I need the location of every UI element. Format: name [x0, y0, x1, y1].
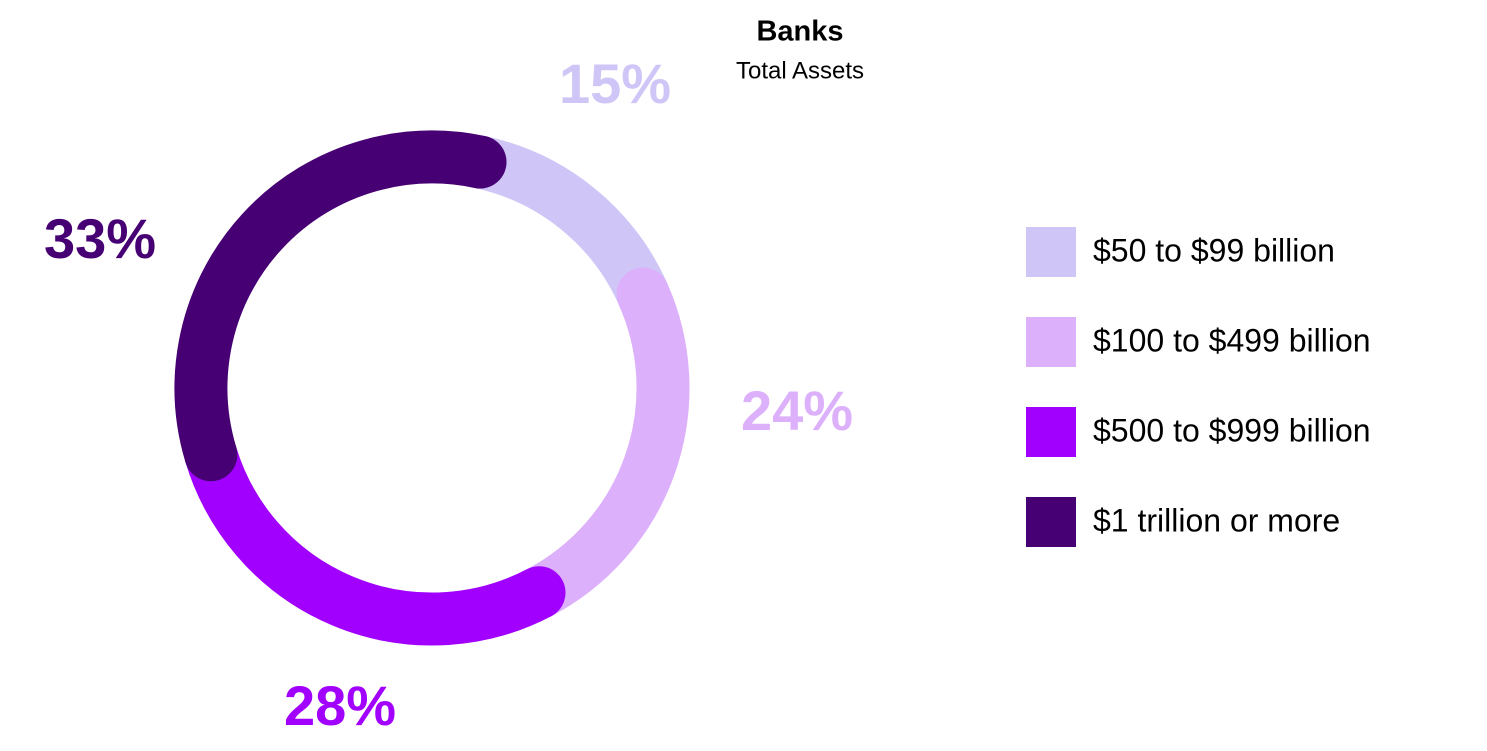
- donut-segment: [453, 135, 670, 321]
- donut-segment: [174, 130, 507, 482]
- legend-swatch: [1026, 317, 1076, 367]
- legend-swatch: [1026, 407, 1076, 457]
- legend-label: $50 to $99 billion: [1093, 232, 1335, 268]
- legend-label: $1 trillion or more: [1093, 502, 1340, 538]
- legend-label: $500 to $999 billion: [1093, 412, 1371, 448]
- legend-swatch: [1026, 227, 1076, 277]
- chart-subtitle: Total Assets: [736, 57, 864, 84]
- data-label: 15%: [559, 52, 671, 115]
- donut-segment: [512, 267, 690, 620]
- chart-title: Banks: [756, 16, 843, 48]
- data-label: 33%: [44, 207, 156, 270]
- legend-swatch: [1026, 497, 1076, 547]
- donut-segment: [184, 428, 566, 646]
- legend-label: $100 to $499 billion: [1093, 322, 1371, 358]
- data-label: 24%: [741, 379, 853, 442]
- data-label: 28%: [284, 674, 396, 737]
